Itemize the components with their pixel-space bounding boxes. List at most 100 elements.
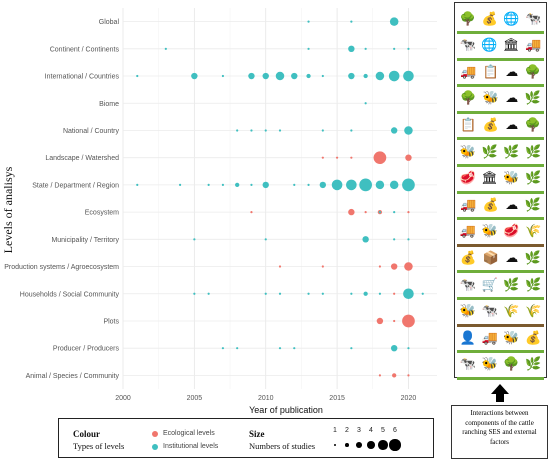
interaction-icon: 🌳 (524, 63, 541, 79)
plot-panel (123, 8, 437, 389)
interaction-icon: 🌿 (525, 356, 542, 372)
interaction-icon: 🚚 (481, 329, 498, 345)
data-point (363, 73, 368, 79)
interaction-icon: 🌿 (503, 276, 520, 292)
data-point (421, 292, 424, 295)
size-legend-label: 1 (333, 427, 337, 434)
caption: Interactions between components of the c… (451, 405, 548, 459)
data-point (193, 292, 196, 295)
data-point (136, 183, 139, 186)
interaction-icon: 🌳 (459, 10, 476, 26)
data-point (221, 347, 225, 350)
interaction-icon: 📦 (482, 249, 499, 265)
data-point (407, 47, 410, 50)
interaction-icon: ☁ (505, 196, 519, 212)
data-point (405, 154, 412, 161)
data-point (389, 17, 399, 26)
size-legend-dot (345, 443, 349, 447)
data-point (390, 263, 398, 270)
data-point (362, 236, 369, 243)
icon-row: 🐄 🛒 🌿 🌿 (457, 271, 544, 300)
interaction-icon: 🚚 (460, 63, 477, 79)
x-tick-label: 2000 (115, 395, 131, 402)
data-point (393, 47, 396, 50)
legend: Colour Types of levels Ecological levels… (58, 418, 434, 458)
data-point (359, 178, 372, 192)
size-legend-dot (334, 444, 336, 446)
data-point (407, 347, 410, 350)
data-point (378, 265, 382, 268)
data-point (364, 47, 367, 50)
data-point (319, 181, 327, 189)
size-legend-label: 3 (357, 427, 361, 434)
y-tick-label: Landscape / Watershed (45, 155, 119, 162)
data-point (402, 314, 415, 328)
data-point (178, 183, 182, 186)
data-point (278, 265, 282, 268)
interaction-icon: 💰 (481, 10, 498, 26)
data-point (307, 20, 310, 23)
data-point (404, 262, 413, 271)
data-point (291, 72, 298, 80)
size-legend-dot (367, 441, 375, 449)
icon-row: 🚚 📋 ☁ 🌳 (457, 58, 544, 88)
legend-institutional-label: Institutional levels (163, 443, 219, 450)
data-point (278, 129, 282, 132)
interaction-icon: 🌳 (524, 116, 541, 132)
interaction-icon: 🥩 (459, 170, 476, 186)
interaction-icon: 🌾 (525, 303, 542, 319)
data-point (373, 151, 387, 165)
interaction-icon: 🌿 (524, 90, 541, 106)
y-tick-label: Plots (103, 318, 119, 325)
data-point (307, 47, 310, 50)
legend-size-subtitle: Numbers of studies (249, 441, 316, 451)
data-point (378, 211, 382, 214)
y-tick-label: Global (99, 19, 120, 26)
data-point (191, 72, 198, 80)
y-axis-title: Levels of analisys (1, 166, 15, 253)
interaction-icon: 🌿 (525, 170, 542, 186)
data-point (264, 292, 267, 295)
data-point (307, 183, 310, 186)
interaction-icon: 🌾 (503, 303, 520, 319)
data-point (262, 181, 269, 189)
y-tick-label: International / Countries (45, 74, 120, 81)
data-point (393, 238, 396, 241)
data-point (407, 374, 410, 377)
interaction-icons-panel: 🌳 💰 🌐 🐄 🐄 🌐 🏛 🚚 🚚 📋 ☁ 🌳 🌳 🐝 ☁ 🌿 📋 💰 ☁ 🌳 🐝 🌿 🌿 🌿 🥩 🏛 🐝 🌿 🚚 💰 ☁ 🌿 🚚 🐝 🥩 🌾 💰 📦 ☁ 🌿… (454, 2, 547, 380)
ecological-swatch (152, 431, 158, 437)
y-tick-label: Biome (99, 101, 119, 108)
interaction-icon: ☁ (505, 116, 519, 132)
data-point (293, 347, 296, 350)
legend-colour-subtitle: Types of levels (73, 441, 125, 451)
data-point (378, 292, 382, 295)
y-tick-label: Continent / Continents (50, 46, 120, 53)
icon-row: 🌳 💰 🌐 🐄 (457, 5, 544, 34)
data-point (404, 126, 413, 135)
data-point (378, 374, 382, 377)
icon-row: 🚚 💰 ☁ 🌿 (457, 191, 544, 221)
data-point (390, 127, 398, 134)
size-legend-dot (389, 439, 401, 451)
interaction-icon: 🚚 (459, 223, 476, 239)
interaction-icon: 🌳 (503, 356, 520, 372)
legend-ecological-label: Ecological levels (163, 430, 215, 437)
interaction-icon: 🏛 (503, 37, 520, 53)
interaction-icon: 💰 (525, 329, 542, 345)
data-point (278, 347, 282, 350)
y-tick-label: State / Department / Region (32, 182, 119, 189)
data-point (403, 70, 414, 82)
data-point (250, 129, 253, 132)
x-tick-label: 2005 (187, 395, 203, 402)
data-point (307, 292, 310, 295)
data-point (390, 344, 398, 352)
data-point (221, 74, 225, 78)
interaction-icon: 👤 (459, 329, 476, 345)
interaction-icon: 🐝 (481, 356, 498, 372)
data-point (264, 238, 267, 241)
data-point (331, 179, 343, 191)
data-point (264, 129, 267, 132)
data-point (236, 129, 239, 132)
data-point (207, 183, 210, 186)
data-point (136, 74, 139, 78)
